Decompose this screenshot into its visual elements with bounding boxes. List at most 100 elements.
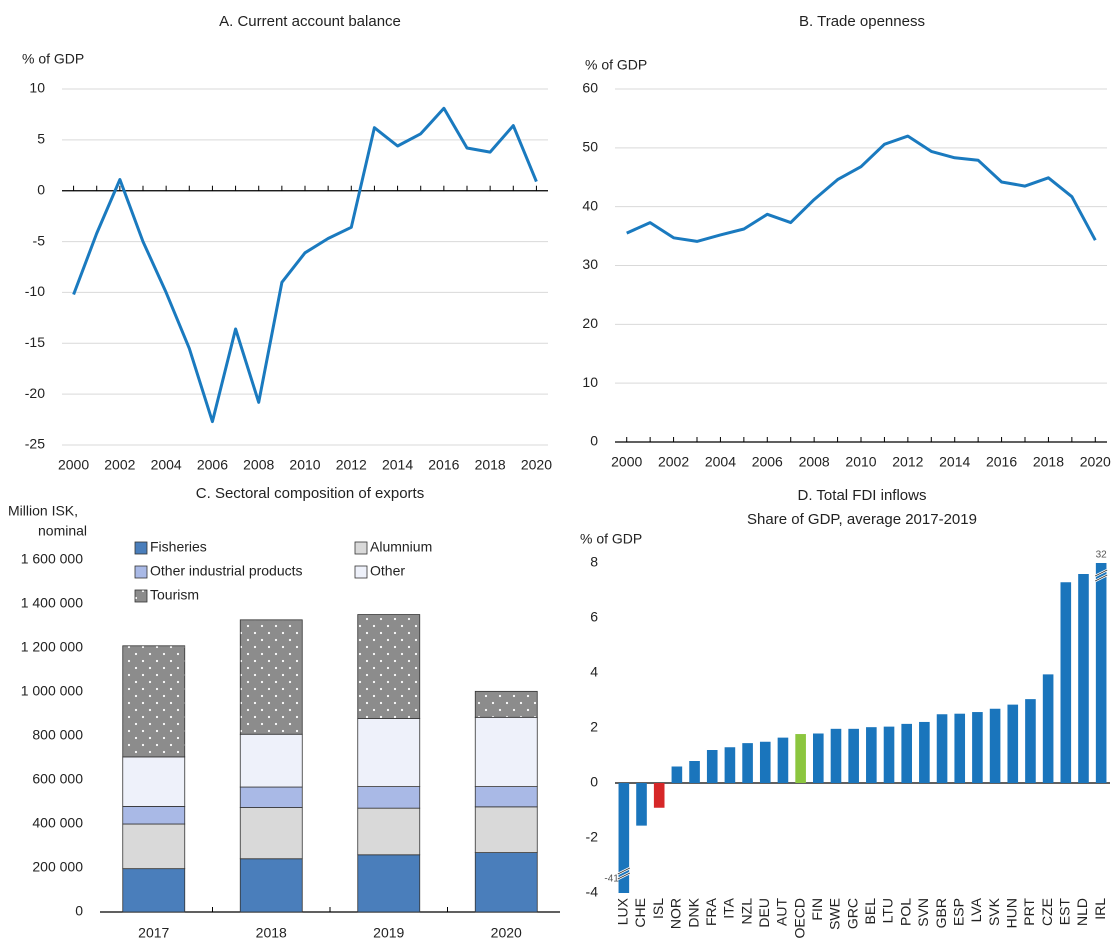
x-tick-label: 2004 (151, 457, 182, 473)
data-label: 32 (1096, 550, 1108, 561)
y-tick-label: 20 (582, 315, 598, 331)
bar (901, 723, 912, 783)
y-tick-label: -10 (25, 283, 45, 299)
bar (1025, 699, 1036, 783)
y-tick-label: 0 (75, 903, 83, 919)
y-tick-label: 30 (582, 256, 598, 272)
y-tick-label: 50 (582, 139, 598, 155)
bar (936, 714, 948, 783)
x-tick-label: 2019 (373, 925, 404, 939)
y-tick-label: -4 (586, 884, 599, 900)
y-tick-label: 10 (582, 374, 598, 390)
x-tick-label: 2000 (611, 454, 642, 470)
bar-segment (239, 858, 303, 913)
legend-label: Fisheries (150, 539, 207, 555)
y-axis-label: Million ISK, (8, 503, 78, 519)
x-tick-label: OECD (791, 898, 807, 938)
legend-label: Alumnium (370, 539, 432, 555)
y-axis-label: % of GDP (22, 51, 84, 67)
bar-segment (357, 614, 421, 719)
bar (777, 737, 789, 783)
bar (883, 726, 895, 783)
y-tick-label: -2 (586, 829, 599, 845)
y-tick-label: 6 (590, 609, 598, 625)
y-tick-label: 2 (590, 719, 598, 735)
bar (1060, 582, 1072, 783)
y-tick-label: 1 600 000 (21, 551, 83, 567)
x-tick-label: SVN (915, 898, 931, 927)
x-tick-label: 2020 (1080, 454, 1111, 470)
x-tick-label: FIN (809, 898, 825, 921)
x-tick-label: LTU (880, 898, 896, 923)
y-tick-label: -5 (33, 232, 46, 248)
x-tick-label: 2018 (475, 457, 506, 473)
x-tick-label: DNK (685, 897, 701, 927)
bar (813, 733, 824, 783)
x-tick-label: LUX (615, 897, 631, 925)
bar (954, 713, 966, 783)
y-axis-label: % of GDP (580, 531, 642, 547)
y-axis-label: % of GDP (585, 57, 647, 73)
bar (795, 734, 806, 783)
bar (724, 747, 736, 783)
y-tick-label: 4 (590, 664, 598, 680)
y-tick-label: 40 (582, 197, 598, 213)
legend-swatch (354, 541, 368, 555)
x-tick-label: NOR (668, 898, 684, 929)
y-tick-label: 800 000 (32, 727, 83, 743)
x-tick-label: FRA (703, 897, 719, 926)
x-tick-label: 2010 (845, 454, 876, 470)
y-tick-label: 200 000 (32, 859, 83, 875)
x-tick-label: DEU (756, 898, 772, 928)
line (626, 134, 1097, 243)
y-tick-label: 60 (582, 80, 598, 96)
x-tick-label: 2018 (256, 925, 287, 939)
x-tick-label: 2017 (138, 925, 169, 939)
x-tick-label: 2012 (336, 457, 367, 473)
x-tick-label: EST (1057, 898, 1073, 926)
bar (830, 728, 842, 783)
x-tick-label: 2002 (658, 454, 689, 470)
y-tick-label: 1 400 000 (21, 595, 83, 611)
x-tick-label: SWE (827, 898, 843, 930)
bar (919, 721, 930, 783)
bar (671, 766, 683, 783)
legend-label: Other (370, 563, 405, 579)
x-tick-label: 2016 (428, 457, 459, 473)
bar (742, 743, 753, 783)
panel-title: D. Total FDI inflows (798, 487, 927, 504)
x-tick-label: 2004 (705, 454, 736, 470)
axis-break (1094, 569, 1108, 577)
x-tick-label: 2016 (986, 454, 1017, 470)
panel-title: C. Sectoral composition of exports (196, 485, 424, 502)
y-axis-label: nominal (38, 523, 87, 539)
x-tick-label: AUT (774, 898, 790, 926)
bar (689, 761, 700, 783)
y-tick-label: 0 (590, 774, 598, 790)
axis-break (617, 867, 631, 875)
x-tick-label: ESP (950, 898, 966, 926)
y-tick-label: 1 200 000 (21, 639, 83, 655)
x-tick-label: 2020 (521, 457, 552, 473)
panel-title: B. Trade openness (799, 13, 925, 30)
x-tick-label: NLD (1074, 898, 1090, 926)
x-tick-label: IRL (1092, 898, 1108, 920)
x-tick-label: BEL (862, 898, 878, 925)
bar-segment (122, 806, 186, 825)
x-tick-label: NZL (738, 898, 754, 925)
x-tick-label: LVA (968, 897, 984, 922)
data-label: -41 (604, 874, 619, 885)
x-tick-label: 2010 (289, 457, 320, 473)
bar (1042, 674, 1054, 783)
bar-segment (122, 645, 186, 758)
bar (1078, 574, 1089, 783)
bar-segment (239, 619, 303, 735)
bar (989, 708, 1001, 783)
bar (759, 741, 771, 783)
axis-break (617, 872, 631, 880)
bar (1095, 563, 1107, 783)
bar-segment (357, 718, 421, 788)
legend-label: Tourism (150, 587, 199, 603)
y-tick-label: 0 (37, 181, 45, 197)
x-tick-label: GRC (844, 898, 860, 929)
